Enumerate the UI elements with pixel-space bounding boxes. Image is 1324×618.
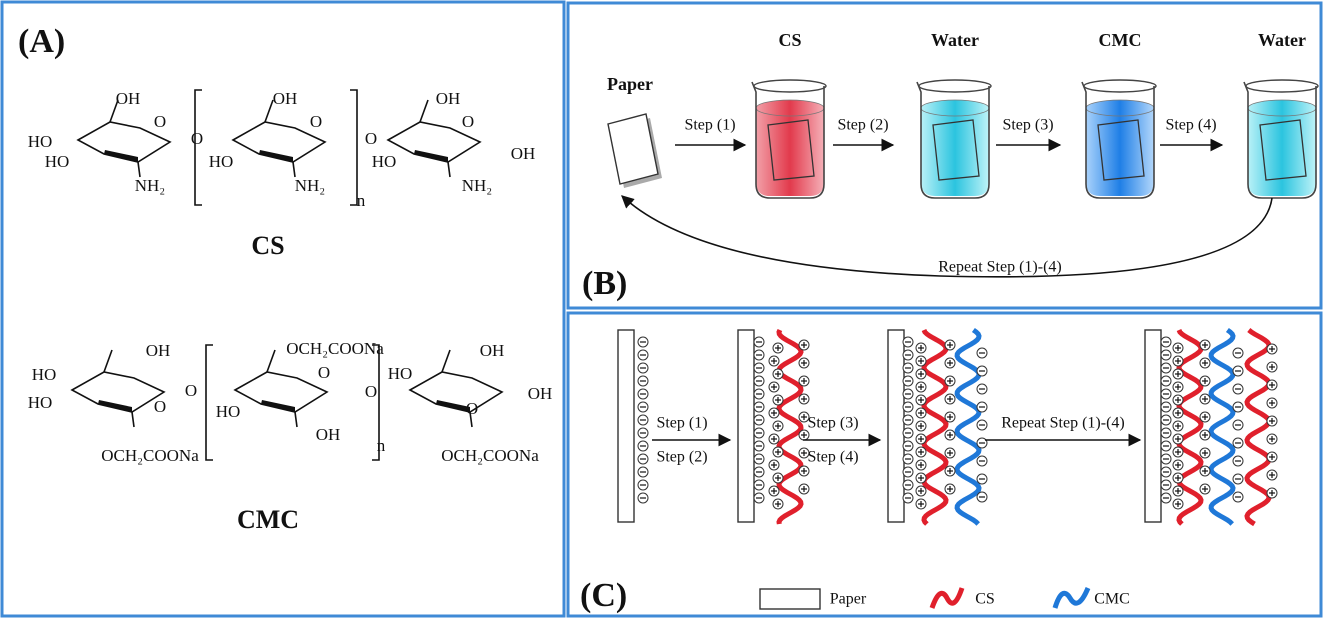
beaker-label: CS	[778, 30, 801, 50]
beaker-label: CMC	[1099, 30, 1142, 50]
paper-substrate	[1145, 330, 1161, 522]
atom-label: HO	[45, 152, 70, 171]
paper-label: Paper	[607, 74, 653, 94]
atom-label: OH	[511, 144, 536, 163]
polymer-chain	[957, 330, 979, 524]
atom-label: OH	[116, 89, 141, 108]
atom-label: n	[357, 191, 366, 210]
panel-label: (C)	[580, 577, 627, 614]
atom-label: NH₂	[462, 176, 492, 195]
beaker-rim	[919, 80, 991, 92]
atom-label: OCH₂COONa	[101, 446, 199, 465]
legend-paper	[760, 589, 820, 609]
atom-label: n	[377, 436, 386, 455]
atom-label: O	[462, 112, 474, 131]
step-label: Step (2)	[837, 117, 888, 134]
shape	[618, 330, 1277, 524]
legend-label: CMC	[1094, 591, 1130, 608]
atom-label: OCH₂COONa	[286, 339, 384, 358]
polymer-chain	[924, 330, 946, 524]
liquid-top	[1086, 100, 1154, 116]
shape: CS Water CMC Water Step (1) Step (2) Step (3) S…	[675, 30, 1318, 198]
atom-label: O	[154, 112, 166, 131]
step-label: Step (4)	[807, 449, 858, 466]
atom-label: OCH₂COONa	[441, 446, 539, 465]
atom-label: HO	[209, 152, 234, 171]
atom-label: OH	[528, 384, 553, 403]
legend-label: CS	[975, 591, 995, 608]
beaker-rim	[754, 80, 826, 92]
liquid-top	[1248, 100, 1316, 116]
ring	[235, 350, 327, 427]
beaker-rim	[1084, 80, 1156, 92]
atom-label: HO	[216, 402, 241, 421]
atom-label: HO	[388, 364, 413, 383]
liquid	[1248, 108, 1316, 196]
atom-label: O	[318, 363, 330, 382]
paper-substrate	[888, 330, 904, 522]
step-label: Step (4)	[1165, 117, 1216, 134]
atom-label: O	[191, 129, 203, 148]
atom-label: OH	[146, 341, 171, 360]
atom-label: O	[466, 399, 478, 418]
liquid-top	[921, 100, 989, 116]
atom-label: HO	[32, 365, 57, 384]
atom-label: O	[365, 382, 377, 401]
legend-label: Paper	[830, 591, 867, 608]
legend-cmc	[1055, 588, 1088, 608]
step-label: Step (2)	[656, 449, 707, 466]
paper-substrate	[738, 330, 754, 522]
polymer-name: CMC	[237, 505, 299, 534]
repeat-label: Repeat Step (1)-(4)	[938, 259, 1062, 276]
beaker-label: Water	[931, 30, 979, 50]
atom-label: OH	[480, 341, 505, 360]
atom-label: NH₂	[295, 176, 325, 195]
liquid	[921, 108, 989, 196]
liquid	[756, 108, 824, 196]
polymer-name: CS	[251, 231, 284, 260]
atom-label: HO	[28, 132, 53, 151]
atom-label: O	[365, 129, 377, 148]
beaker-label: Water	[1258, 30, 1306, 50]
panel-label: (A)	[18, 23, 65, 60]
paper-substrate	[618, 330, 634, 522]
atom-label: O	[310, 112, 322, 131]
legend-cs	[932, 588, 962, 608]
atom-label: HO	[372, 152, 397, 171]
polymer-chain	[1247, 330, 1269, 524]
atom-label: OH	[436, 89, 461, 108]
step-label: Step (1)	[656, 415, 707, 432]
liquid-top	[756, 100, 824, 116]
figure: (A) OHOHOHONH₂OOHOHONH₂nOOHOHONH₂OH CS O…	[0, 0, 1324, 618]
step-label: Step (3)	[807, 415, 858, 432]
atom-label: HO	[28, 393, 53, 412]
polymer-chain	[1211, 330, 1233, 524]
atom-label: O	[185, 381, 197, 400]
ring	[410, 350, 502, 427]
liquid	[1086, 108, 1154, 196]
ring	[72, 350, 164, 427]
panel-label: (B)	[582, 265, 627, 302]
repeat-label: Repeat Step (1)-(4)	[1001, 415, 1125, 432]
atom-label: NH₂	[135, 176, 165, 195]
atom-label: O	[154, 397, 166, 416]
beaker-rim	[1246, 80, 1318, 92]
atom-label: OH	[273, 89, 298, 108]
step-label: Step (1)	[684, 117, 735, 134]
atom-label: OH	[316, 425, 341, 444]
step-label: Step (3)	[1002, 117, 1053, 134]
